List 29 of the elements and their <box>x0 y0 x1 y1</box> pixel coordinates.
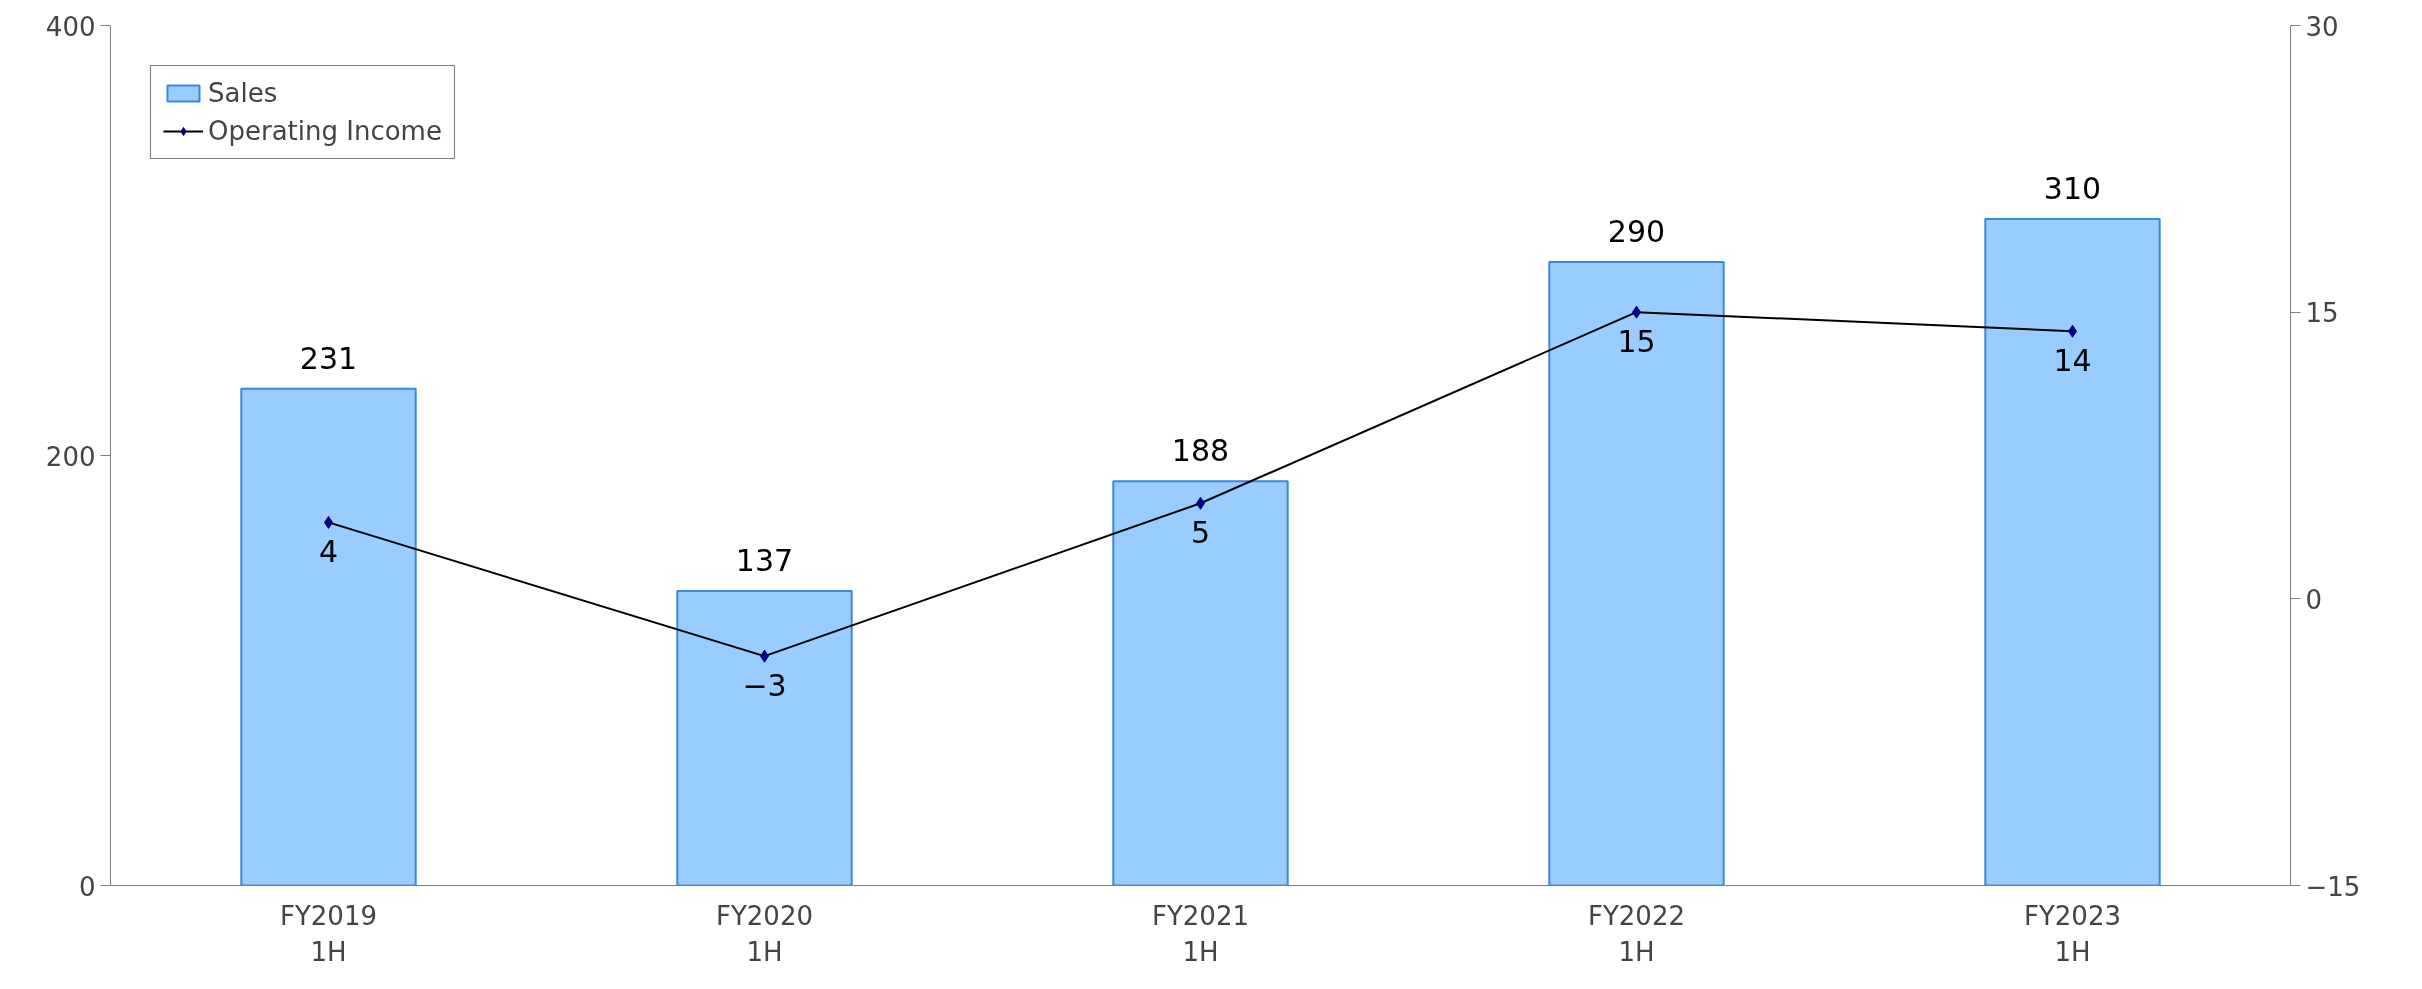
y2-tick-label: 0 <box>2305 584 2323 615</box>
x-tick-label: FY2020 1H <box>716 900 814 967</box>
bar <box>1984 218 2161 886</box>
y2-tick-label: 15 <box>2305 298 2339 329</box>
data-label: 15 <box>1617 324 1656 360</box>
data-label: 14 <box>2053 343 2092 379</box>
y2-tick-label: −15 <box>2305 871 2361 902</box>
data-label: 188 <box>1171 433 1230 469</box>
y-tick-label: 400 <box>45 11 96 42</box>
y-tick-label: 0 <box>78 871 96 902</box>
bar <box>1112 480 1289 886</box>
data-label: 231 <box>299 340 358 376</box>
y-tick-label: 200 <box>45 441 96 472</box>
x-tick-label: FY2023 1H <box>2024 900 2122 967</box>
data-label: 137 <box>735 542 794 578</box>
legend-label: Sales <box>208 78 278 108</box>
x-tick-label: FY2022 1H <box>1588 900 1686 967</box>
data-label: −3 <box>742 668 787 704</box>
bar <box>240 387 417 886</box>
x-tick-label: FY2021 1H <box>1152 900 1250 967</box>
y2-tick-label: 30 <box>2305 11 2339 42</box>
bar <box>1548 261 1725 886</box>
data-label: 310 <box>2043 171 2102 206</box>
data-label: 290 <box>1607 214 1666 249</box>
data-label: 4 <box>318 534 339 570</box>
x-tick-label: FY2019 1H <box>280 900 378 967</box>
legend-label: Operating Income <box>208 116 442 146</box>
bar <box>676 589 853 886</box>
data-label: 5 <box>1190 515 1211 551</box>
